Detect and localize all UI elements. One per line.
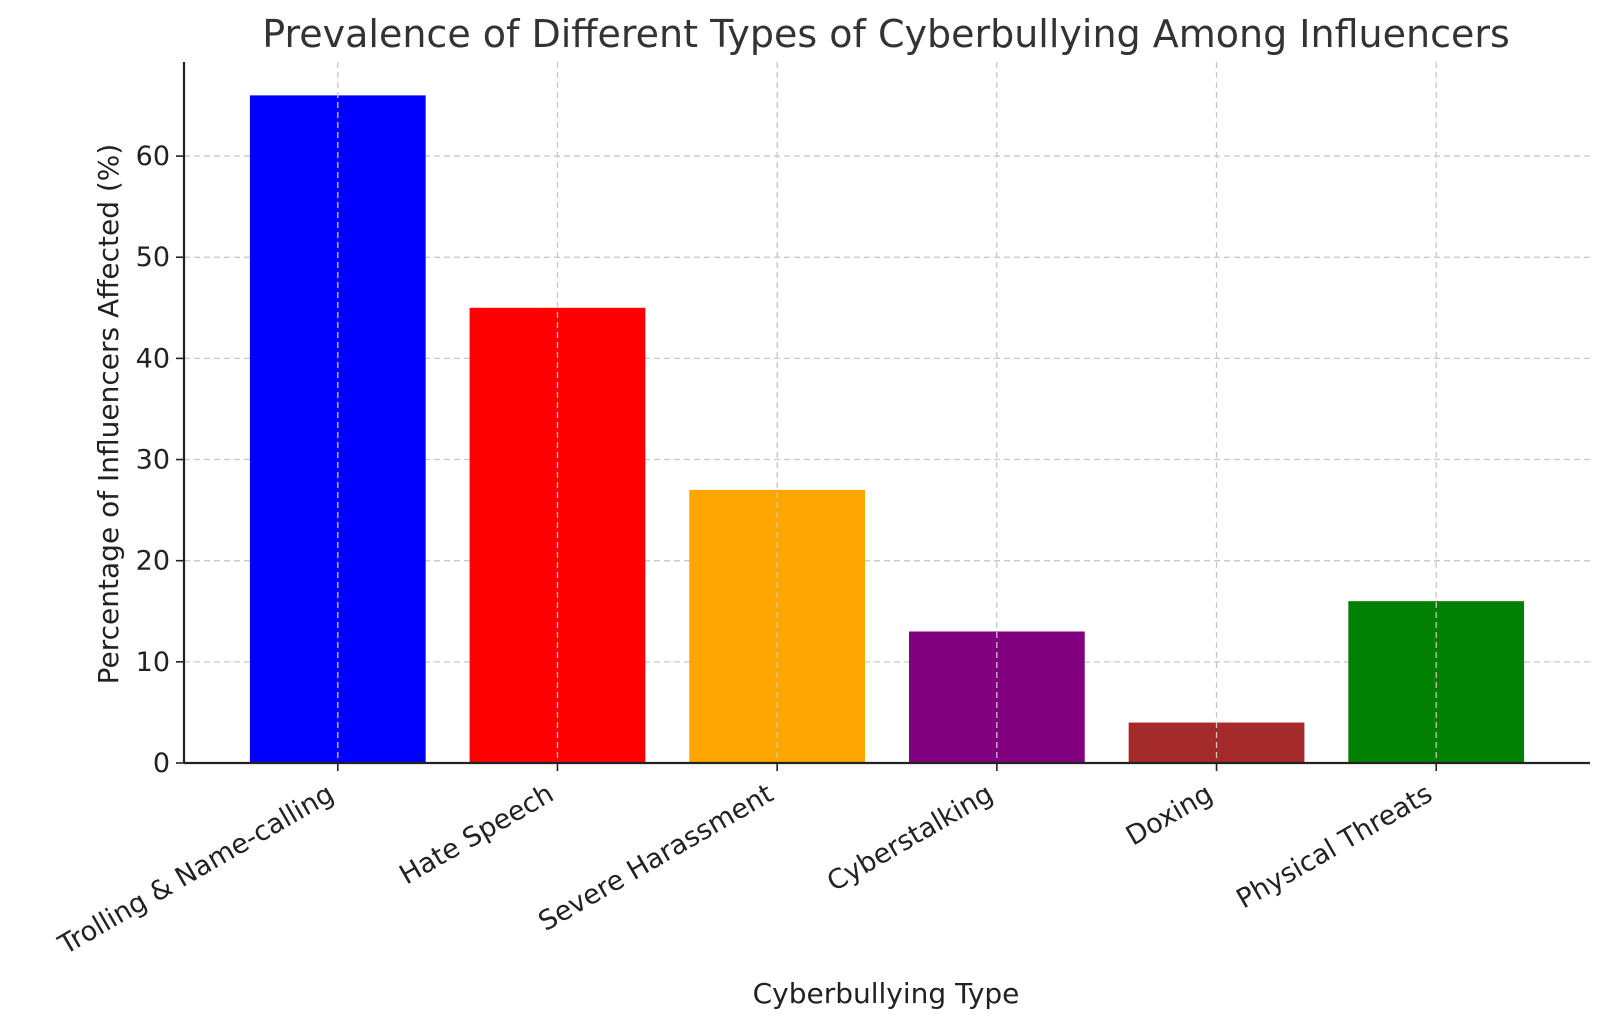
bars bbox=[249, 62, 1525, 763]
chart-title: Prevalence of Different Types of Cyberbu… bbox=[262, 12, 1510, 56]
x-axis-ticks: Trolling & Name-calling Hate SpeechSevere… bbox=[53, 763, 1438, 962]
y-tick-label: 20 bbox=[136, 546, 170, 577]
y-tick-label: 50 bbox=[136, 242, 170, 273]
y-axis-label: Percentage of Influencers Affected (%) bbox=[92, 144, 125, 685]
y-tick-label: 60 bbox=[136, 141, 170, 172]
y-tick-label: 40 bbox=[136, 343, 170, 374]
x-tick-label: Physical Threats bbox=[1231, 778, 1437, 915]
y-tick-label: 0 bbox=[153, 748, 170, 779]
x-tick-label: Severe Harassment bbox=[533, 778, 778, 937]
x-axis-label: Cyberbullying Type bbox=[753, 977, 1020, 1010]
x-tick-label: Cyberstalking bbox=[822, 778, 998, 898]
y-tick-label: 10 bbox=[136, 647, 170, 678]
x-tick-label: Doxing bbox=[1121, 778, 1218, 852]
y-axis-ticks: 0 10 20 30 40 50 60 bbox=[136, 141, 184, 779]
x-tick-label: Trolling & Name-calling bbox=[53, 778, 340, 961]
y-tick-label: 30 bbox=[136, 445, 170, 476]
axes bbox=[182, 62, 1590, 765]
x-tick-label: Hate Speech bbox=[394, 778, 559, 891]
